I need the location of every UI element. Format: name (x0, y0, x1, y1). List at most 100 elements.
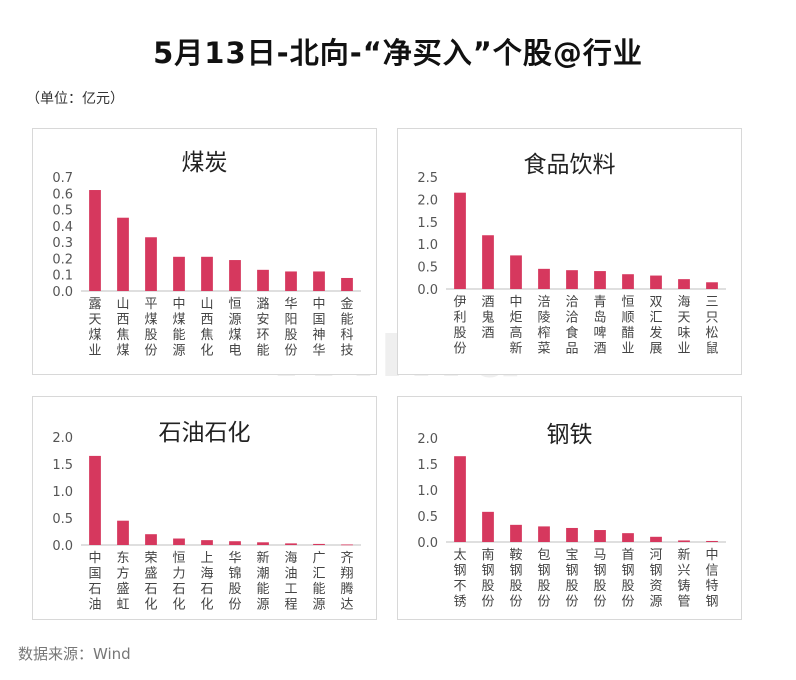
svg-text:虹: 虹 (116, 598, 129, 613)
svg-text:石: 石 (88, 582, 101, 597)
svg-text:涪: 涪 (537, 295, 550, 310)
svg-text:钢: 钢 (621, 564, 634, 579)
y-tick-label: 0.0 (417, 536, 438, 551)
svg-text:不: 不 (453, 579, 466, 594)
bar (622, 533, 634, 542)
y-tick-label: 0.3 (52, 236, 73, 251)
svg-text:份: 份 (509, 595, 522, 610)
svg-text:钢: 钢 (537, 564, 550, 579)
svg-text:煤: 煤 (144, 313, 157, 328)
svg-text:天: 天 (677, 311, 690, 326)
svg-text:中: 中 (705, 548, 718, 563)
svg-text:山: 山 (200, 297, 213, 312)
svg-text:股: 股 (228, 582, 241, 597)
svg-text:能: 能 (340, 313, 353, 328)
bar (257, 542, 269, 545)
bar (173, 538, 185, 545)
bar (566, 527, 578, 542)
svg-text:化: 化 (172, 598, 185, 613)
chart-panel-food-beverage: 食品饮料 0.0 0.5 1.0 1.5 2.0 2.5 伊利股份酒鬼酒中炬高新涪陵榨菜洽洽… (397, 128, 742, 375)
chart-panel-coal: 煤炭 0.0 0.1 0.2 0.3 0.4 0.5 0.6 0.7 露天煤业山西焦煤平煤股份中… (32, 128, 377, 375)
bar (341, 544, 353, 546)
svg-text:业: 业 (677, 342, 690, 357)
svg-text:特: 特 (705, 579, 718, 594)
svg-text:钢: 钢 (593, 564, 606, 579)
svg-text:科: 科 (340, 328, 353, 343)
svg-text:份: 份 (481, 595, 494, 610)
svg-text:源: 源 (649, 595, 662, 610)
svg-text:腾: 腾 (340, 581, 353, 597)
y-tick-label: 0.7 (52, 171, 73, 186)
svg-text:酒: 酒 (481, 295, 494, 310)
chart-title: 钢铁 (546, 422, 593, 448)
bar (201, 540, 213, 545)
svg-text:天: 天 (88, 313, 101, 328)
svg-text:宝: 宝 (565, 548, 578, 563)
bar (229, 260, 241, 291)
svg-text:南: 南 (481, 547, 494, 563)
svg-text:鼠: 鼠 (705, 342, 718, 357)
svg-text:顺: 顺 (621, 311, 634, 326)
svg-text:潞: 潞 (256, 297, 269, 312)
svg-text:青: 青 (593, 295, 606, 310)
bar (117, 520, 129, 545)
svg-text:中: 中 (509, 295, 522, 310)
svg-text:伊: 伊 (453, 295, 466, 310)
svg-text:钢: 钢 (649, 564, 662, 579)
bar (622, 274, 634, 289)
svg-text:东: 东 (116, 551, 129, 566)
svg-text:钢: 钢 (705, 595, 718, 610)
svg-text:华: 华 (312, 344, 325, 359)
svg-text:程: 程 (284, 598, 297, 613)
svg-text:高: 高 (509, 325, 522, 341)
svg-text:股: 股 (284, 328, 297, 343)
bar (594, 530, 606, 542)
svg-text:洽: 洽 (565, 295, 578, 310)
svg-text:业: 业 (621, 342, 634, 357)
svg-text:锈: 锈 (453, 595, 466, 610)
bar (201, 256, 213, 291)
svg-text:源: 源 (228, 313, 241, 328)
y-tick-label: 0.5 (417, 261, 438, 276)
svg-text:中: 中 (312, 297, 325, 312)
svg-text:方: 方 (116, 566, 129, 582)
svg-text:化: 化 (144, 598, 157, 613)
bar (89, 190, 101, 291)
chart-title: 煤炭 (181, 150, 228, 176)
svg-text:鞍: 鞍 (509, 547, 522, 563)
svg-text:股: 股 (565, 579, 578, 594)
svg-text:股: 股 (481, 579, 494, 594)
bar (313, 543, 325, 545)
svg-text:味: 味 (677, 326, 690, 341)
svg-text:食: 食 (565, 325, 578, 341)
y-tick-label: 0.6 (52, 187, 73, 202)
svg-text:山: 山 (116, 297, 129, 312)
chart-panel-steel: 钢铁 0.0 0.5 1.0 1.5 2.0 太钢不锈南钢股份鞍钢股份包钢股份宝钢股份马钢… (397, 396, 742, 620)
svg-text:恒: 恒 (621, 295, 634, 310)
bar (678, 279, 690, 289)
svg-text:煤: 煤 (88, 328, 101, 343)
bar (538, 526, 550, 542)
svg-text:盛: 盛 (144, 567, 157, 582)
bar (173, 256, 185, 291)
svg-text:股: 股 (593, 579, 606, 594)
svg-text:酒: 酒 (481, 326, 494, 341)
svg-text:份: 份 (144, 344, 157, 359)
svg-text:达: 达 (340, 598, 353, 613)
